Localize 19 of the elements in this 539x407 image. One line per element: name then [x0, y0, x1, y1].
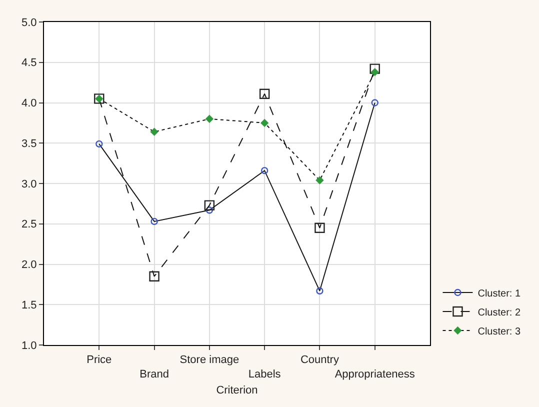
- y-tick-label: 1.5: [22, 299, 37, 312]
- y-tick-label: 3.0: [22, 178, 37, 190]
- y-tick-label: 1.0: [22, 340, 37, 352]
- y-tick-label: 2.0: [22, 259, 37, 272]
- x-tick-label: Store image: [180, 354, 240, 366]
- y-tick-label: 3.5: [22, 138, 37, 150]
- legend-label: Cluster: 3: [478, 326, 521, 338]
- y-tick-label: 5.0: [22, 16, 37, 29]
- y-tick-label: 4.0: [22, 98, 37, 110]
- x-tick-label: Labels: [248, 368, 282, 380]
- y-tick-label: 2.5: [22, 218, 37, 231]
- legend-label: Cluster: 1: [478, 288, 521, 300]
- x-tick-label: Brand: [140, 368, 169, 380]
- x-tick-label: Price: [86, 354, 112, 366]
- x-tick-label: Country: [300, 354, 340, 366]
- legend-label: Cluster: 2: [478, 307, 521, 318]
- y-tick-label: 4.5: [22, 57, 37, 70]
- x-tick-label: Appropriateness: [334, 368, 416, 380]
- x-axis-title: Criterion: [216, 384, 258, 397]
